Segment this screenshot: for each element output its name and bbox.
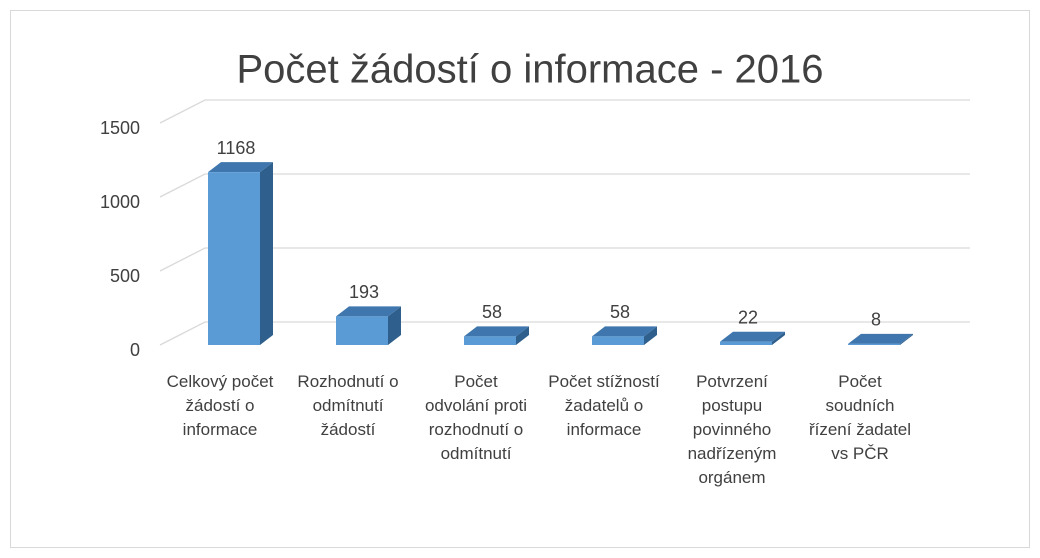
bar-front bbox=[848, 343, 900, 345]
bar-side bbox=[644, 326, 657, 345]
y-tick-label: 1500 bbox=[100, 118, 140, 138]
bar-front bbox=[720, 341, 772, 345]
x-tick-label: Počet odvolání proti rozhodnutí o odmítn… bbox=[424, 372, 528, 463]
x-tick-label: Potvrzení postupu povinného nadřízeným o… bbox=[687, 372, 777, 487]
bar-front bbox=[336, 316, 388, 345]
value-label: 1168 bbox=[217, 138, 256, 158]
grid-line bbox=[159, 247, 970, 272]
bar bbox=[720, 331, 785, 345]
grid-line bbox=[159, 173, 970, 198]
bar-front bbox=[464, 336, 516, 345]
x-tick-label: Rozhodnutí o odmítnutí žádostí bbox=[297, 372, 399, 439]
bar-top bbox=[848, 333, 913, 344]
y-tick-label: 0 bbox=[130, 340, 140, 360]
bar-top bbox=[336, 306, 401, 317]
bar-front bbox=[592, 336, 644, 345]
y-tick-label: 500 bbox=[110, 266, 140, 286]
x-tick-label: Celkový počet žádostí o informace bbox=[166, 372, 274, 439]
y-tick-label: 1000 bbox=[100, 192, 140, 212]
value-label: 193 bbox=[349, 282, 379, 302]
bar bbox=[208, 162, 273, 345]
bar bbox=[592, 326, 657, 345]
bar-side bbox=[388, 306, 401, 345]
x-tick-label: Počet stížností žadatelů o informace bbox=[548, 372, 660, 439]
bar-side bbox=[260, 162, 273, 345]
bar bbox=[464, 326, 529, 345]
bar-top bbox=[208, 162, 273, 173]
bar-side bbox=[772, 331, 785, 345]
bar-top bbox=[464, 326, 529, 337]
value-label: 58 bbox=[482, 302, 502, 322]
chart-title: Počet žádostí o informace - 2016 bbox=[237, 48, 824, 92]
value-label: 58 bbox=[610, 302, 630, 322]
value-label: 22 bbox=[738, 307, 758, 327]
bar bbox=[848, 333, 913, 345]
bar bbox=[336, 306, 401, 345]
bar-side bbox=[900, 333, 913, 345]
bar-front bbox=[208, 172, 260, 345]
value-label: 8 bbox=[871, 310, 881, 330]
grid-line bbox=[159, 321, 970, 346]
bar-top bbox=[592, 326, 657, 337]
bar-top bbox=[720, 331, 785, 342]
bar-side bbox=[516, 326, 529, 345]
grid-line bbox=[159, 99, 970, 124]
x-tick-label: Počet soudních řízení žadatel vs PČR bbox=[808, 372, 912, 463]
